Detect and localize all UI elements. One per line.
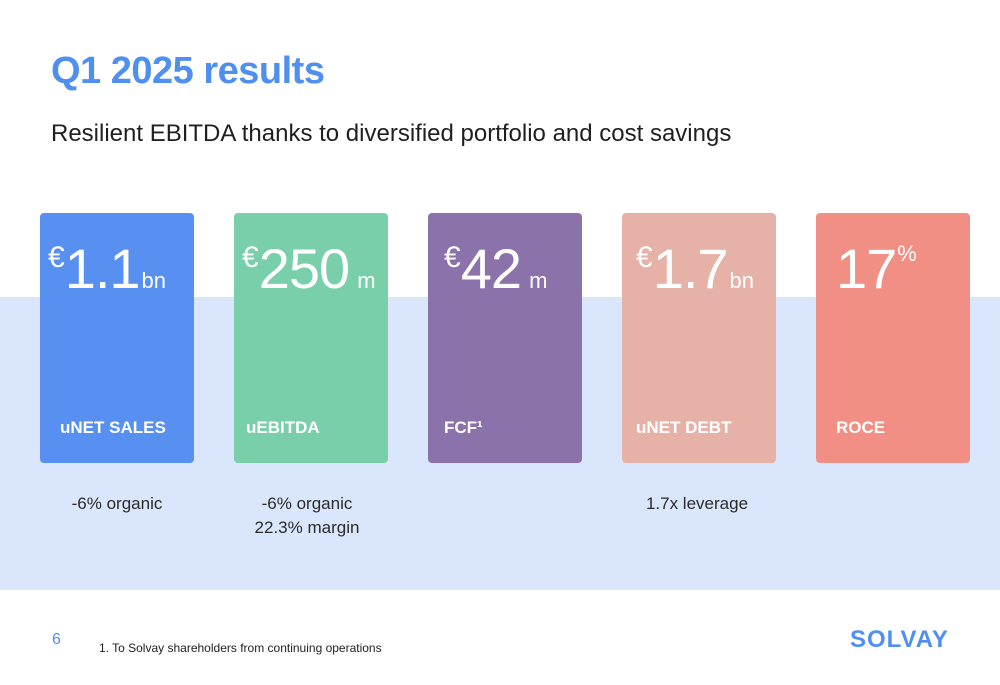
kpi-value: 1.7: [652, 237, 729, 300]
note-line: 1.7x leverage: [645, 494, 749, 513]
kpi-label: FCF¹: [444, 418, 483, 437]
kpi-note-net-debt: 1.7x leverage: [620, 492, 774, 516]
kpi-unit: m: [522, 268, 548, 293]
kpi-label: ROCE: [836, 418, 886, 437]
page-title: Q1 2025 results: [51, 50, 325, 92]
currency-symbol: €: [444, 241, 461, 274]
note-line: -6% organic: [71, 494, 163, 513]
kpi-figure: €1.7bn: [636, 241, 754, 297]
kpi-figure: €42 m: [444, 241, 547, 297]
solvay-logo: SOLVAY: [850, 626, 949, 653]
kpi-card-roce: 17% ROCE: [816, 213, 970, 463]
kpi-value: 17: [836, 237, 897, 300]
kpi-value: 250: [258, 237, 350, 300]
kpi-card-ebitda: €250 m uEBITDA: [234, 213, 388, 463]
note-line: -6% organic: [261, 494, 353, 513]
currency-symbol: €: [242, 241, 259, 274]
kpi-note-ebitda: -6% organic 22.3% margin: [230, 492, 384, 540]
kpi-value: 42: [460, 237, 522, 300]
note-line: 22.3% margin: [254, 518, 360, 537]
kpi-note-net-sales: -6% organic: [40, 492, 194, 516]
kpi-figure: 17%: [836, 241, 917, 297]
kpi-unit: bn: [729, 268, 755, 293]
page-subtitle: Resilient EBITDA thanks to diversified p…: [51, 120, 732, 147]
kpi-figure: €1.1bn: [48, 241, 166, 297]
kpi-figure: €250 m: [242, 241, 376, 297]
percent-sign: %: [897, 241, 917, 266]
kpi-label: uNET DEBT: [636, 418, 732, 437]
currency-symbol: €: [636, 241, 653, 274]
kpi-unit: m: [351, 268, 376, 293]
kpi-value: 1.1: [64, 237, 141, 300]
kpi-card-net-debt: €1.7bn uNET DEBT: [622, 213, 776, 463]
page-number: 6: [52, 631, 61, 648]
footnote: 1. To Solvay shareholders from continuin…: [99, 641, 382, 655]
currency-symbol: €: [48, 241, 65, 274]
kpi-card-fcf: €42 m FCF¹: [428, 213, 582, 463]
kpi-label: uEBITDA: [246, 418, 320, 437]
kpi-card-net-sales: €1.1bn uNET SALES: [40, 213, 194, 463]
kpi-label: uNET SALES: [60, 418, 166, 437]
kpi-unit: bn: [141, 268, 167, 293]
